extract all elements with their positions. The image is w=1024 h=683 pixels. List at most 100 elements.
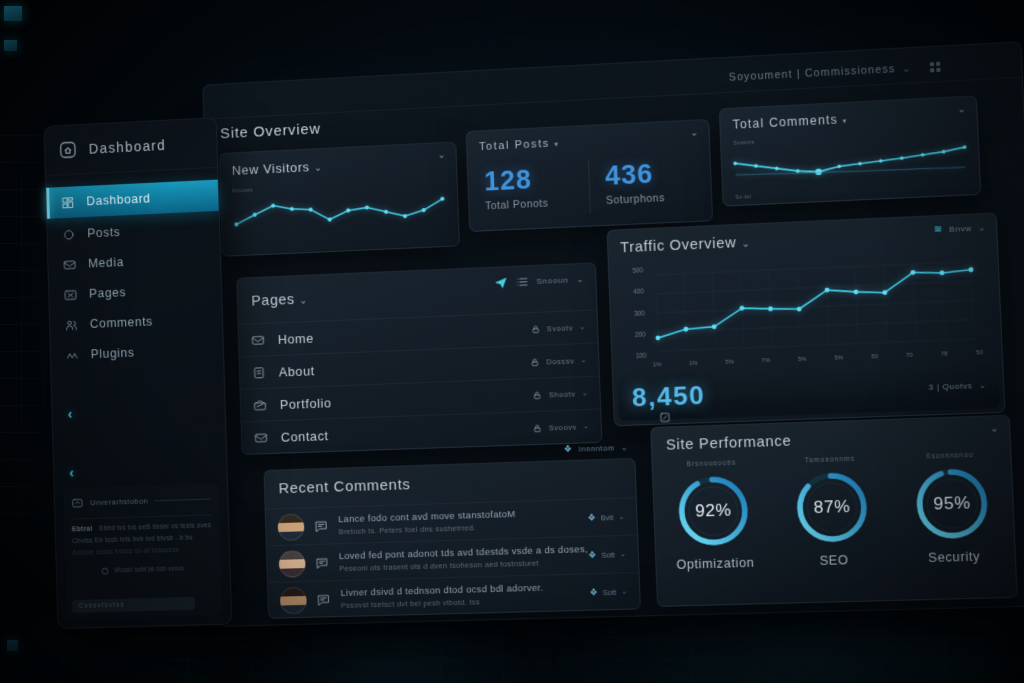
traffic-range-dropdown[interactable]: 3 | Quotvs ⌄ — [928, 380, 987, 391]
chevron-down-icon[interactable]: ⌄ — [313, 162, 323, 174]
card-title-row: Site Performance — [666, 433, 792, 453]
action-label: Dosssv — [546, 355, 575, 366]
gauge-value: 87% — [813, 496, 851, 518]
action-label: Bvit — [600, 512, 614, 522]
apps-grid-icon[interactable] — [929, 61, 941, 73]
decor-square — [4, 40, 17, 51]
data-point — [939, 270, 945, 276]
site-performance-title: Site Performance — [665, 433, 792, 454]
zigzag-icon — [65, 347, 80, 362]
axis-tick-label: 400 — [633, 288, 645, 297]
card-collapse-icon[interactable]: ⌄ — [989, 423, 1000, 435]
sidebar-item-dashboard[interactable]: Dashboard — [46, 179, 219, 219]
page-row-action[interactable]: Svootv ⌄ — [530, 321, 586, 334]
dashboard-group: Soyoument | Commissioness ⌄ Site Overvie… — [42, 31, 1024, 659]
new-visitors-card: New Visitors ⌄ ⌄ Krcosts — [218, 141, 460, 257]
gridline — [656, 281, 971, 294]
chevron-down-icon[interactable]: ⌄ — [299, 295, 309, 307]
comment-action[interactable]: ❖ Bvit ⌄ — [587, 511, 624, 523]
data-point — [853, 289, 859, 295]
chevron-down-icon: ⌄ — [977, 223, 987, 233]
card-title-row: Recent Comments — [278, 476, 410, 497]
dashboard-icon — [61, 195, 76, 210]
chevron-down-icon: ⌄ — [619, 551, 626, 559]
gauge-seo: Tomoeonnms 87% SEO — [777, 455, 889, 569]
page-name: Contact — [280, 427, 329, 445]
list-icon[interactable] — [515, 275, 529, 288]
chart-line-baseline — [736, 164, 966, 178]
chevron-down-icon[interactable]: ⌄ — [576, 274, 584, 285]
sidebar-item-label: Comments — [89, 314, 154, 331]
sidebar-item-pages[interactable]: Pages — [49, 275, 222, 310]
axis-tick-label: 5% — [797, 356, 807, 364]
sidebar-item-label: Dashboard — [86, 191, 151, 209]
diamond-icon: ❖ — [563, 443, 573, 455]
sidebar-item-posts[interactable]: Posts — [47, 214, 219, 249]
data-point — [364, 205, 370, 210]
sidebar-item-comments[interactable]: Comments — [50, 305, 223, 339]
data-point — [795, 169, 800, 173]
comments-toolbar[interactable]: ❖ Innnntom ⌄ — [564, 442, 628, 455]
footer-mail-row[interactable]: Unverarhstobon — [71, 493, 212, 510]
traffic-toolbar[interactable]: ≋ Bnvw ⌄ — [933, 222, 986, 235]
avatar — [278, 549, 306, 578]
mail-open-icon — [252, 397, 267, 412]
pages-filter-label[interactable]: Snooun — [536, 275, 569, 286]
chevron-down-icon: ⌄ — [582, 423, 589, 431]
card-title-row: Pages ⌄ — [251, 291, 309, 310]
data-point — [774, 166, 779, 171]
frame-icon — [659, 411, 672, 424]
total-comments-chart — [733, 145, 967, 195]
data-point — [941, 149, 946, 154]
avatar — [277, 512, 305, 541]
chevron-down-icon[interactable]: ⌄ — [741, 238, 751, 251]
sidebar: Dashboard Dashboard Posts Media Pages — [43, 117, 233, 630]
collapse-chevron-button[interactable]: ‹ — [67, 405, 73, 423]
lock-icon — [533, 423, 540, 431]
comment-icon — [316, 592, 331, 607]
stat-subscriptions: 436 Soturphons — [588, 150, 711, 218]
card-collapse-icon[interactable]: ⌄ — [957, 104, 967, 116]
comments-list: Lance fodo cont avd move stanstofatoM Br… — [265, 497, 640, 619]
lock-icon — [531, 358, 538, 366]
page-row-action[interactable]: Dosssv ⌄ — [529, 354, 586, 367]
sidebar-item-label: Media — [87, 255, 125, 271]
chevron-down-icon: ⌄ — [579, 323, 586, 332]
gauge-label: SEO — [819, 552, 849, 569]
comment-action[interactable]: ❖ Sott ⌄ — [589, 586, 627, 598]
new-visitors-chart — [234, 196, 445, 227]
footer-center-text: Wvssh svbt bb bsb vvvvs — [114, 565, 185, 575]
sidebar-item-label: Posts — [87, 225, 121, 241]
card-collapse-icon[interactable]: ⌄ — [689, 127, 699, 139]
axis-tick-label: 300 — [633, 309, 646, 318]
footer-line: Ebtral Ebbd tvs tvs eeB bsser vs tests o… — [72, 522, 212, 533]
page-row-action[interactable]: Svoovv ⌄ — [532, 421, 589, 434]
axis-tick-label: 200 — [634, 331, 646, 339]
tri-down-icon: ▾ — [842, 118, 848, 126]
axis-tick-label: 1% — [688, 360, 698, 368]
data-point — [837, 164, 842, 169]
mail-icon — [71, 497, 84, 510]
recent-comments-title: Recent Comments — [278, 476, 411, 498]
sidebar-footer: Unverarhstobon Ebtral Ebbd tvs tvs eeB b… — [63, 483, 222, 619]
data-point — [767, 306, 774, 312]
gauge-value: 92% — [694, 500, 732, 521]
sidebar-item-plugins[interactable]: Plugins — [51, 335, 224, 369]
avatar — [279, 586, 307, 615]
collapse-chevron-button[interactable]: ‹ — [69, 464, 75, 482]
paper-plane-icon[interactable] — [494, 276, 507, 289]
axis-tick-label: 5% — [725, 359, 735, 366]
mail-icon — [250, 332, 265, 347]
gauge-sub-label: Tomoeonnms — [804, 455, 856, 465]
card-collapse-icon[interactable]: ⌄ — [437, 149, 446, 162]
sidebar-item-media[interactable]: Media — [48, 244, 221, 279]
pages-title: Pages — [251, 292, 295, 310]
gauge-label: Security — [927, 549, 981, 566]
page-row-action[interactable]: Shootv ⌄ — [532, 388, 588, 401]
card-title-row: Total Posts ▾ — [479, 137, 560, 153]
mail-icon — [62, 257, 77, 272]
user-menu[interactable]: Soyoument | Commissioness ⌄ — [729, 62, 912, 84]
gridline — [658, 339, 974, 351]
sidebar-nav: Dashboard Posts Media Pages Comments — [46, 179, 224, 370]
comment-action[interactable]: ❖ Sott ⌄ — [588, 549, 626, 561]
